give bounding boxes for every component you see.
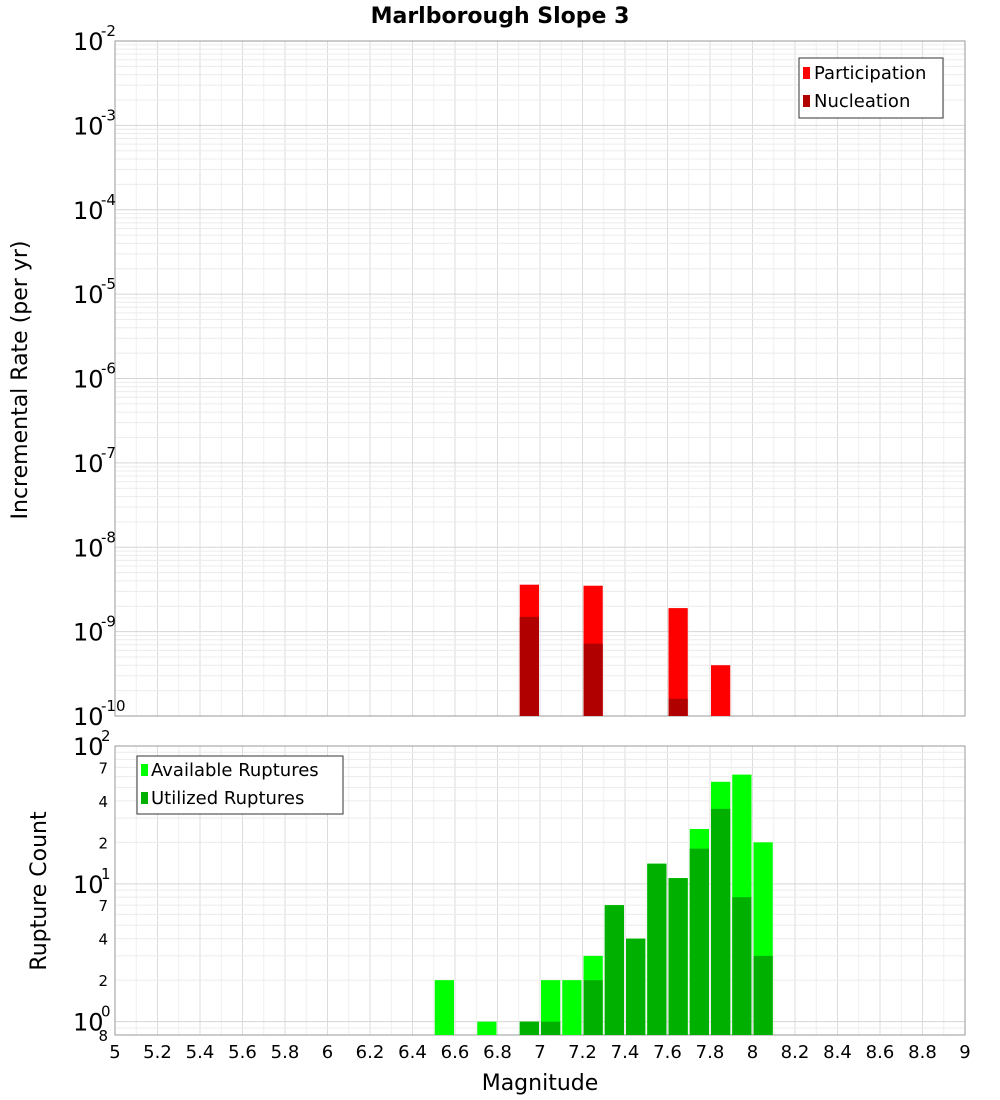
bottom-y-axis-label: Rupture Count [27,811,52,971]
utilized-bar-7-45 [626,938,646,1035]
y-tick-exponent: -9 [101,613,116,631]
legend-swatch [141,764,148,776]
x-tick-label: 5.2 [143,1042,172,1063]
y-tick-base: 10 [73,112,104,140]
x-tick-labels: 5 5.2 5.4 5.6 5.8 6 6.2 6.4 6.6 6.8 7 7.2 7.4 7.6 7.8 8… [109,1042,970,1063]
y-tick-minor: 4 [98,793,108,811]
top-y-tick-labels: 10-210-310-410-510-610-710-810-910-10 [73,22,126,731]
x-tick-label: 5 [109,1042,120,1063]
legend-swatch [803,95,810,107]
y-tick-base: 10 [73,871,104,899]
x-axis-label: Magnitude [482,1071,599,1096]
y-tick-base: 10 [73,281,104,309]
available-bar-6-75 [477,1021,497,1035]
x-tick-label: 7.8 [696,1042,725,1063]
y-tick-minor: 8 [98,1027,108,1045]
utilized-bar-7-35 [604,905,624,1035]
x-tick-label: 8.4 [823,1042,852,1063]
y-tick-exponent: -8 [101,528,116,546]
legend-box [798,57,944,119]
x-tick-label: 7.2 [568,1042,597,1063]
legend-label: Nucleation [814,91,910,112]
participation-bar-7-65 [668,608,688,716]
legend-label: Available Ruptures [151,760,319,781]
y-tick-exponent: -2 [101,22,116,40]
legend-swatch [141,792,148,804]
top-chart-grid [114,41,966,717]
available-bar-7-05 [541,980,561,1035]
x-tick-label: 8.6 [866,1042,895,1063]
y-tick-exponent: -3 [101,106,116,124]
x-tick-label: 6 [322,1042,333,1063]
x-tick-label: 5.8 [271,1042,300,1063]
x-tick-label: 7.4 [611,1042,640,1063]
nucleation-bar-6-95 [519,616,539,716]
y-tick-exponent: 0 [101,1003,111,1021]
nucleation-bar-7-25 [583,643,603,716]
top-chart-bars [519,584,731,716]
bottom-legend: Available Ruptures Utilized Ruptures [136,755,344,815]
y-tick-exponent: 1 [101,865,111,883]
available-bar-7-15 [562,980,582,1035]
y-tick-minor: 7 [98,759,108,777]
y-tick-exponent: -4 [101,191,116,209]
y-tick-base: 10 [73,28,104,56]
legend-swatch [803,67,810,79]
x-tick-label: 9 [959,1042,970,1063]
y-tick-exponent: -6 [101,360,116,378]
top-legend: Participation Nucleation [798,57,944,119]
utilized-bar-7-65 [668,878,688,1035]
y-tick-minor: 4 [98,931,108,949]
participation-bar-7-85 [711,665,731,716]
legend-label: Participation [814,63,926,84]
y-tick-base: 10 [73,366,104,394]
y-tick-base: 10 [73,534,104,562]
y-tick-minor: 7 [98,897,108,915]
y-tick-minor: 2 [98,972,108,990]
legend-label: Utilized Ruptures [151,788,304,809]
x-tick-label: 7.6 [653,1042,682,1063]
x-tick-label: 6.8 [483,1042,512,1063]
y-tick-minor: 2 [98,834,108,852]
bottom-chart-bars [434,774,773,1035]
utilized-bar-7-95 [732,897,752,1035]
x-tick-label: 6.4 [398,1042,427,1063]
utilized-bar-7-25 [583,980,603,1035]
utilized-bar-7-05 [541,1021,561,1035]
utilized-bar-7-85 [711,808,731,1035]
y-tick-exponent: -10 [101,697,126,715]
y-tick-base: 10 [73,197,104,225]
x-tick-label: 8.2 [781,1042,810,1063]
utilized-bar-6-95 [519,1021,539,1035]
y-tick-base: 10 [73,1009,104,1037]
x-tick-label: 8.8 [908,1042,937,1063]
chart-title: Marlborough Slope 3 [371,4,630,29]
y-tick-exponent: 2 [101,727,111,745]
bottom-plot-frame [114,745,966,1036]
y-tick-exponent: -7 [101,444,116,462]
y-tick-base: 10 [73,450,104,478]
top-plot-frame [114,40,966,717]
utilized-bar-7-75 [689,848,709,1035]
x-tick-label: 6.6 [441,1042,470,1063]
x-tick-label: 8 [747,1042,758,1063]
top-y-axis-label: Incremental Rate (per yr) [8,241,33,520]
y-tick-base: 10 [73,703,104,731]
utilized-bar-7-55 [647,863,667,1035]
x-tick-label: 6.2 [356,1042,385,1063]
y-tick-base: 10 [73,619,104,647]
x-tick-label: 7 [534,1042,545,1063]
utilized-bar-8-05 [753,955,773,1035]
x-tick-label: 5.4 [186,1042,215,1063]
y-tick-base: 10 [73,733,104,761]
nucleation-bar-7-65 [668,698,688,716]
available-bar-6-55 [434,980,454,1035]
legend-box [136,755,344,815]
y-tick-exponent: -5 [101,275,116,293]
x-tick-label: 5.6 [228,1042,257,1063]
